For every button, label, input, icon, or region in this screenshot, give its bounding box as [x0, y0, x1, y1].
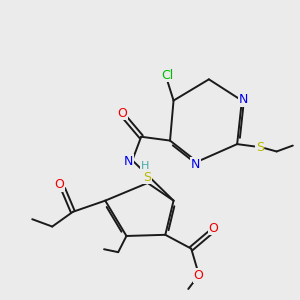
Text: O: O [194, 269, 203, 282]
Text: O: O [54, 178, 64, 191]
Text: N: N [191, 158, 200, 171]
Text: O: O [117, 107, 127, 120]
Text: O: O [208, 222, 218, 235]
Text: S: S [256, 141, 264, 154]
Text: N: N [124, 155, 133, 168]
Text: S: S [143, 171, 151, 184]
Text: Cl: Cl [161, 69, 173, 82]
Text: H: H [140, 160, 149, 171]
Text: N: N [239, 93, 248, 106]
